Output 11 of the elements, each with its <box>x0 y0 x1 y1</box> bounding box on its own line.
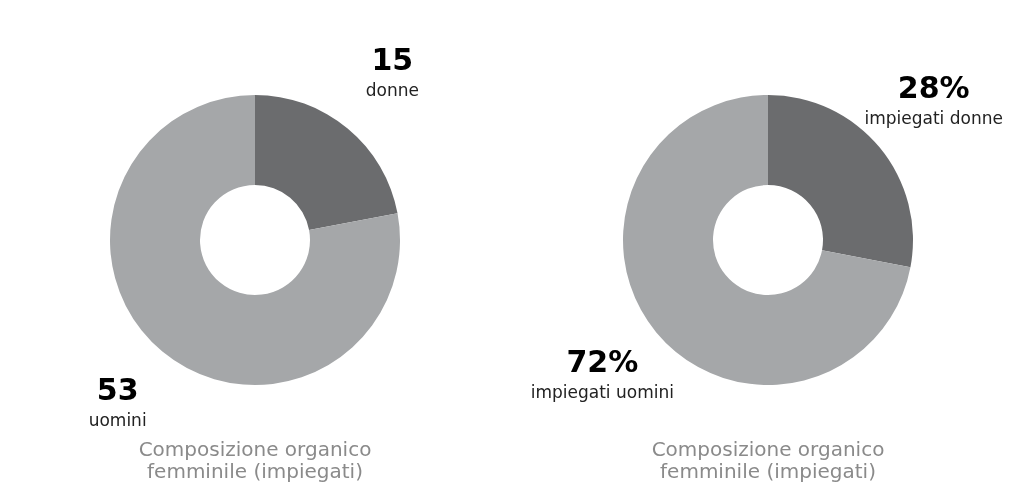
donut-slice <box>255 95 398 230</box>
data-label: 28% <box>897 69 970 105</box>
slice-label: donne <box>365 79 419 100</box>
slice-label: uomini <box>88 410 147 431</box>
data-label: 72% <box>566 344 639 380</box>
text: Composizione organico femminile (impiegati) <box>138 437 372 483</box>
data-label: 15 <box>371 41 414 77</box>
slice-label: impiegati uomini <box>530 382 674 403</box>
text: Composizione organico femminile (impiegati) <box>651 437 885 483</box>
data-label: 53 <box>96 372 139 408</box>
slice-label: impiegati donne <box>864 107 1003 128</box>
